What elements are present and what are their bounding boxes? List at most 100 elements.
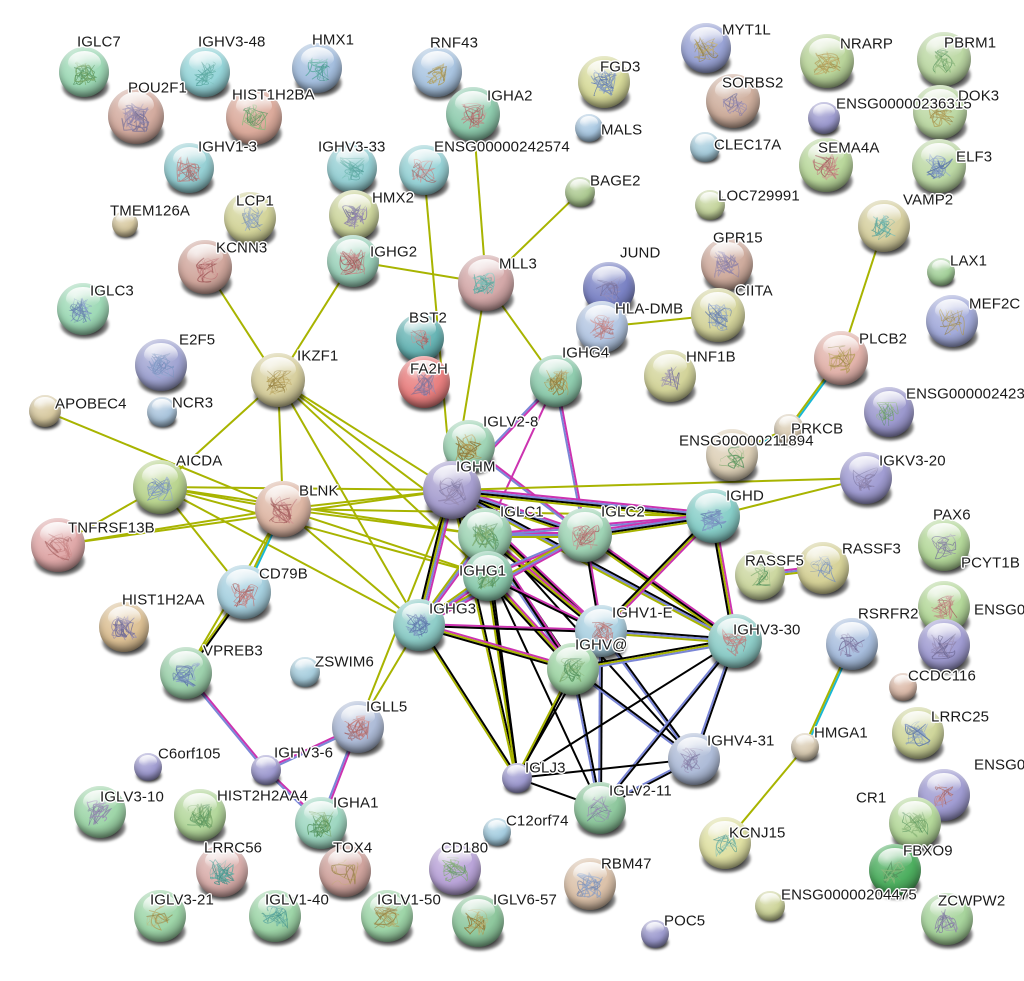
protein-node-TMEM126A[interactable] xyxy=(112,211,138,240)
edge xyxy=(473,138,486,258)
protein-node-POC5[interactable] xyxy=(641,920,669,951)
protein-node-ELF3[interactable] xyxy=(912,139,966,198)
protein-node-PRKCB[interactable] xyxy=(774,414,804,447)
protein-node-MYT1L[interactable] xyxy=(681,23,731,77)
protein-node-C12orf74[interactable] xyxy=(483,818,511,849)
protein-node-LCP1[interactable] xyxy=(224,192,276,249)
protein-node-HLA-DMB[interactable] xyxy=(576,301,628,358)
protein-node-GPR15[interactable] xyxy=(701,238,753,295)
protein-node-IGHG1[interactable] xyxy=(463,551,513,605)
protein-node-HMX2[interactable] xyxy=(329,190,379,244)
protein-node-IGHD[interactable] xyxy=(686,489,740,548)
protein-node-IGHG2[interactable] xyxy=(327,235,379,292)
protein-node-RNF43[interactable] xyxy=(412,47,462,101)
protein-node-BLNK[interactable] xyxy=(255,481,311,542)
protein-node-CR1[interactable] xyxy=(889,797,941,854)
protein-node-HMGA1[interactable] xyxy=(791,733,819,764)
protein-node-FGD3[interactable] xyxy=(578,56,630,113)
protein-node-ZCWPW2[interactable] xyxy=(921,893,973,950)
protein-node-IGKV3-20[interactable] xyxy=(840,452,892,509)
protein-node-ENSG00000242574[interactable] xyxy=(399,145,449,199)
protein-node-HIST2H2AA4[interactable] xyxy=(174,789,226,846)
protein-node-BST2[interactable] xyxy=(396,314,444,366)
node-sphere xyxy=(164,143,214,193)
protein-node-IGLV3-21[interactable] xyxy=(134,890,186,947)
protein-node-RBM47[interactable] xyxy=(564,858,616,915)
protein-node-FBXO9[interactable] xyxy=(869,844,921,901)
protein-node-IGHV3-6[interactable] xyxy=(251,755,281,788)
protein-node-ZSWIM6[interactable] xyxy=(290,657,320,690)
protein-node-RASSF5[interactable] xyxy=(735,550,785,604)
protein-node-KCNJ15[interactable] xyxy=(699,817,751,874)
protein-node-DOK3[interactable] xyxy=(913,85,967,144)
protein-node-IGLJ3[interactable] xyxy=(502,763,532,796)
protein-node-AICDA[interactable] xyxy=(133,460,187,519)
protein-node-NRARP[interactable] xyxy=(800,34,854,93)
edge xyxy=(252,531,274,571)
protein-node-IGLL5[interactable] xyxy=(332,701,384,758)
protein-node-IGLC3[interactable] xyxy=(57,283,109,340)
protein-node-MLL3[interactable] xyxy=(458,255,514,316)
protein-node-RSRFR2[interactable] xyxy=(826,618,878,675)
protein-node-APOBEC4[interactable] xyxy=(29,395,61,430)
protein-node-ENSG00000242386[interactable] xyxy=(864,387,914,441)
protein-node-IGLV2-11[interactable] xyxy=(574,782,626,839)
protein-node-NCR3[interactable] xyxy=(147,397,177,430)
protein-node-HIST1H2BA[interactable] xyxy=(226,89,282,150)
protein-node-ENSG00000236315[interactable] xyxy=(808,102,840,137)
protein-node-ENSG00000204475[interactable] xyxy=(755,891,785,924)
protein-node-TNFRSF13B[interactable] xyxy=(31,518,85,577)
protein-node-IGHA2[interactable] xyxy=(446,87,500,146)
protein-node-HMX1[interactable] xyxy=(292,43,342,97)
protein-node-POU2F1[interactable] xyxy=(108,88,164,149)
protein-node-IGHV3-48[interactable] xyxy=(180,47,230,101)
protein-node-FA2H[interactable] xyxy=(398,356,450,413)
protein-node-IGHV3-30[interactable] xyxy=(708,614,762,673)
protein-node-IGHV1-3[interactable] xyxy=(164,143,214,197)
protein-node-PAX6[interactable] xyxy=(918,519,970,576)
protein-node-IGLC7[interactable] xyxy=(59,47,109,101)
node-sphere xyxy=(134,890,186,942)
protein-node-IGHV@[interactable] xyxy=(547,643,599,700)
protein-node-IGLV3-10[interactable] xyxy=(74,786,126,843)
protein-node-CLEC17A[interactable] xyxy=(690,132,720,165)
protein-node-TOX4[interactable] xyxy=(319,845,371,902)
protein-node-MEF2C[interactable] xyxy=(926,295,978,352)
protein-node-C6orf105[interactable] xyxy=(134,753,162,784)
protein-node-LOC729991[interactable] xyxy=(695,190,725,223)
protein-node-IGHV3-33[interactable] xyxy=(327,143,377,197)
protein-node-LRRC56[interactable] xyxy=(196,845,248,902)
protein-node-IGLC2[interactable] xyxy=(558,508,612,567)
protein-node-IGHG4[interactable] xyxy=(530,355,582,412)
protein-node-HIST1H2AA[interactable] xyxy=(99,602,149,656)
protein-node-SEMA4A[interactable] xyxy=(799,138,853,197)
protein-node-BAGE2[interactable] xyxy=(565,177,595,210)
protein-node-CIITA[interactable] xyxy=(691,288,745,347)
protein-node-IGLV6-57[interactable] xyxy=(452,895,504,952)
protein-node-PBRM1[interactable] xyxy=(917,32,971,91)
protein-node-HNF1B[interactable] xyxy=(644,350,696,407)
protein-node-VPREB3[interactable] xyxy=(160,647,212,704)
protein-node-LAX1[interactable] xyxy=(927,258,955,289)
protein-node-IGHA1[interactable] xyxy=(295,797,347,854)
protein-node-KCNN3[interactable] xyxy=(178,240,232,299)
protein-node-CCDC116[interactable] xyxy=(889,673,917,704)
node-sphere xyxy=(695,190,725,220)
protein-node-RASSF3[interactable] xyxy=(797,542,849,599)
protein-node-ENSG0000[interactable] xyxy=(918,619,970,676)
protein-node-E2F5[interactable] xyxy=(135,339,187,396)
protein-node-CD180[interactable] xyxy=(429,843,481,900)
protein-node-ENSG00000211894[interactable] xyxy=(706,429,758,486)
protein-node-IKZF1[interactable] xyxy=(251,353,305,412)
edge xyxy=(376,263,461,280)
protein-node-SORBS2[interactable] xyxy=(706,74,760,133)
protein-node-CD79B[interactable] xyxy=(217,565,271,624)
protein-node-MALS[interactable] xyxy=(575,114,603,145)
protein-node-VAMP2[interactable] xyxy=(858,200,910,257)
protein-node-LRRC25[interactable] xyxy=(892,707,944,764)
protein-node-PLCB2[interactable] xyxy=(814,331,868,390)
protein-node-IGHV4-31[interactable] xyxy=(668,733,720,790)
protein-node-IGLV1-40[interactable] xyxy=(249,890,301,947)
protein-node-IGHG3[interactable] xyxy=(393,599,445,656)
protein-node-IGLV1-50[interactable] xyxy=(361,890,413,947)
